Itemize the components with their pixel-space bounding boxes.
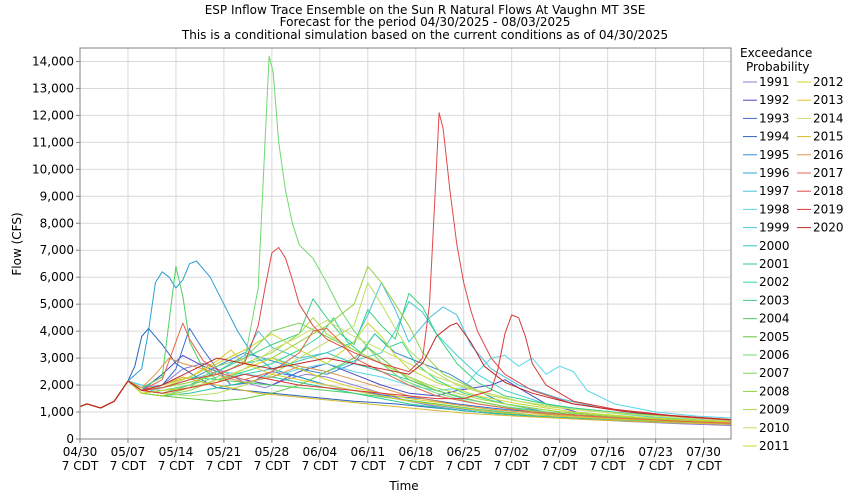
x-tick-label-time: 7 CDT bbox=[254, 459, 291, 473]
x-tick-label-time: 7 CDT bbox=[685, 459, 722, 473]
legend-label-1994: 1994 bbox=[759, 130, 790, 144]
y-tick-label: 5,000 bbox=[40, 297, 74, 311]
legend-label-2018: 2018 bbox=[813, 184, 844, 198]
legend-label-2016: 2016 bbox=[813, 148, 844, 162]
series-line-2020 bbox=[79, 322, 732, 421]
legend-title-line-1: Exceedance bbox=[740, 46, 812, 60]
legend-label-2013: 2013 bbox=[813, 93, 844, 107]
x-tick-label-date: 06/25 bbox=[446, 445, 481, 459]
x-axis-label: Time bbox=[388, 479, 418, 493]
x-tick-label-date: 05/28 bbox=[255, 445, 290, 459]
legend-label-2020: 2020 bbox=[813, 221, 844, 235]
legend-label-2014: 2014 bbox=[813, 111, 844, 125]
y-axis-label: Flow (CFS) bbox=[10, 212, 24, 275]
y-tick-label: 7,000 bbox=[40, 243, 74, 257]
series-line-2006 bbox=[79, 55, 732, 425]
legend-label-1997: 1997 bbox=[759, 184, 790, 198]
y-tick-label: 4,000 bbox=[40, 324, 74, 338]
series-line-1993 bbox=[79, 327, 732, 425]
legend-label-2004: 2004 bbox=[759, 312, 790, 326]
x-tick-label-date: 07/23 bbox=[638, 445, 673, 459]
chart-title: ESP Inflow Trace Ensemble on the Sun R N… bbox=[181, 3, 668, 42]
y-tick-label: 1,000 bbox=[40, 405, 74, 419]
series-line-2018 bbox=[79, 112, 732, 421]
y-tick-label: 9,000 bbox=[40, 189, 74, 203]
x-tick-label-time: 7 CDT bbox=[541, 459, 578, 473]
legend-label-1991: 1991 bbox=[759, 75, 790, 89]
legend-label-2006: 2006 bbox=[759, 348, 790, 362]
x-tick-label-time: 7 CDT bbox=[589, 459, 626, 473]
x-tick-label-date: 06/11 bbox=[351, 445, 386, 459]
x-tick-label-time: 7 CDT bbox=[302, 459, 339, 473]
x-tick-label-time: 7 CDT bbox=[446, 459, 483, 473]
legend-label-2000: 2000 bbox=[759, 239, 790, 253]
legend-label-2007: 2007 bbox=[759, 366, 790, 380]
legend-label-2009: 2009 bbox=[759, 403, 790, 417]
y-tick-label: 11,000 bbox=[32, 135, 74, 149]
y-tick-label: 13,000 bbox=[32, 81, 74, 95]
x-tick-label-date: 07/02 bbox=[494, 445, 529, 459]
x-tick-label-date: 04/30 bbox=[63, 445, 98, 459]
x-tick-label-date: 06/04 bbox=[303, 445, 338, 459]
x-tick-label-time: 7 CDT bbox=[158, 459, 195, 473]
x-tick-label-date: 06/18 bbox=[398, 445, 433, 459]
x-tick-label-date: 07/16 bbox=[590, 445, 625, 459]
x-tick-label-time: 7 CDT bbox=[110, 459, 147, 473]
title-line-3: This is a conditional simulation based o… bbox=[181, 28, 668, 42]
legend-label-1993: 1993 bbox=[759, 111, 790, 125]
y-axis-ticks: 0 1,000 2,000 3,000 4,000 5,000 6,000 7,000 8,00… bbox=[32, 54, 80, 446]
legend-label-2008: 2008 bbox=[759, 384, 790, 398]
x-tick-label-date: 05/07 bbox=[111, 445, 146, 459]
x-tick-label-date: 07/30 bbox=[686, 445, 721, 459]
x-tick-label-date: 07/09 bbox=[542, 445, 577, 459]
x-tick-label-time: 7 CDT bbox=[206, 459, 243, 473]
y-tick-label: 10,000 bbox=[32, 162, 74, 176]
y-tick-label: 2,000 bbox=[40, 378, 74, 392]
y-tick-label: 3,000 bbox=[40, 351, 74, 365]
legend-label-1995: 1995 bbox=[759, 148, 790, 162]
x-tick-label-time: 7 CDT bbox=[350, 459, 387, 473]
legend-label-2001: 2001 bbox=[759, 257, 790, 271]
x-tick-label-time: 7 CDT bbox=[398, 459, 435, 473]
legend-label-2019: 2019 bbox=[813, 202, 844, 216]
x-tick-label-time: 7 CDT bbox=[637, 459, 674, 473]
y-tick-label: 12,000 bbox=[32, 108, 74, 122]
legend-label-2005: 2005 bbox=[759, 330, 790, 344]
legend-label-2002: 2002 bbox=[759, 275, 790, 289]
y-tick-label: 14,000 bbox=[32, 54, 74, 68]
legend-title-line-2: Probability bbox=[746, 60, 809, 74]
y-tick-label: 8,000 bbox=[40, 216, 74, 230]
legend-label-2003: 2003 bbox=[759, 293, 790, 307]
y-tick-label: 6,000 bbox=[40, 270, 74, 284]
title-line-2: Forecast for the period 04/30/2025 - 08/… bbox=[280, 15, 571, 29]
x-tick-label-time: 7 CDT bbox=[62, 459, 99, 473]
legend-label-2011: 2011 bbox=[759, 439, 790, 453]
legend-label-2017: 2017 bbox=[813, 166, 844, 180]
title-line-1: ESP Inflow Trace Ensemble on the Sun R N… bbox=[205, 3, 646, 17]
x-tick-label-time: 7 CDT bbox=[494, 459, 531, 473]
legend-label-2012: 2012 bbox=[813, 75, 844, 89]
y-tick-label: 0 bbox=[66, 432, 74, 446]
legend-label-2015: 2015 bbox=[813, 130, 844, 144]
legend-items: 1991 1992 1993 1994 1995 1996 1997 1998 1999 2000… bbox=[743, 75, 844, 453]
legend-label-1996: 1996 bbox=[759, 166, 790, 180]
legend-label-1999: 1999 bbox=[759, 221, 790, 235]
legend-label-2010: 2010 bbox=[759, 421, 790, 435]
plot-frame bbox=[79, 47, 732, 440]
x-tick-label-date: 05/14 bbox=[159, 445, 194, 459]
series-layer bbox=[79, 55, 732, 426]
legend-label-1992: 1992 bbox=[759, 93, 790, 107]
legend: Exceedance Probability 19911992199319941… bbox=[740, 46, 844, 453]
legend-label-1998: 1998 bbox=[759, 202, 790, 216]
x-tick-label-date: 05/21 bbox=[207, 445, 242, 459]
